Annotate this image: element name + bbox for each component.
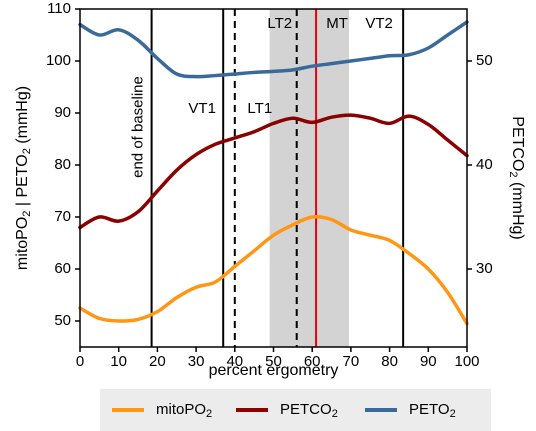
y-right-tick-label: 30 [476, 260, 493, 277]
x-tick-label: 30 [188, 353, 205, 370]
vline-label-lt1: LT1 [247, 100, 272, 117]
shaded-region [269, 9, 349, 347]
y-left-tick-label: 100 [46, 52, 71, 69]
y-right-tick-label: 50 [476, 52, 493, 69]
legend-label-petco2: PETCO2 [280, 401, 338, 420]
x-tick-label: 90 [420, 353, 437, 370]
series-layer [78, 20, 469, 326]
y-right-tick-label: 40 [476, 156, 493, 173]
x-tick-label: 20 [149, 353, 166, 370]
y-left-tick-label: 110 [47, 0, 71, 17]
x-tick-label: 10 [110, 353, 127, 370]
y-left-tick-label: 80 [54, 156, 71, 173]
x-tick-label: 0 [76, 353, 84, 370]
shaded-region-layer [269, 9, 349, 347]
series-line-mitopo2 [78, 214, 469, 326]
y-left-axis-title: mitoPO2 | PETO2 (mmHg) [14, 86, 33, 270]
axes-layer: 0 10 20 30 40 50 60 70 80 90 100 50 60 70 80 90 100 110 30… [14, 0, 526, 379]
x-tick-label: 70 [343, 353, 360, 370]
legend-label-peto2: PETO2 [409, 401, 456, 420]
annotations-layer: end of baseline VT1 LT1 LT2 MT VT2 [130, 15, 393, 178]
y-right-axis-title: PETCO2 (mmHg) [507, 116, 526, 239]
x-axis-title: percent ergometry [209, 362, 339, 379]
series-line-petco2 [78, 113, 469, 230]
vline-label-vt1: VT1 [188, 100, 216, 117]
vline-label-lt2: LT2 [267, 15, 292, 32]
y-left-tick-label: 90 [54, 104, 71, 121]
legend-background [100, 389, 491, 431]
vline-label-mt: MT [326, 15, 348, 32]
x-tick-label: 50 [265, 353, 282, 370]
y-left-tick-label: 50 [54, 312, 71, 329]
x-tick-label: 60 [304, 353, 321, 370]
legend: mitoPO2 PETCO2 PETO2 [112, 401, 456, 420]
x-tick-label: 40 [226, 353, 243, 370]
y-left-tick-label: 70 [54, 208, 71, 225]
x-tick-label: 80 [381, 353, 398, 370]
series-line-peto2 [78, 20, 469, 79]
y-left-tick-label: 60 [54, 260, 71, 277]
legend-label-mitopo2: mitoPO2 [156, 401, 212, 420]
x-tick-label: 100 [454, 353, 479, 370]
vline-label-vt2: VT2 [365, 15, 393, 32]
vline-label-end-of-baseline: end of baseline [130, 76, 147, 178]
